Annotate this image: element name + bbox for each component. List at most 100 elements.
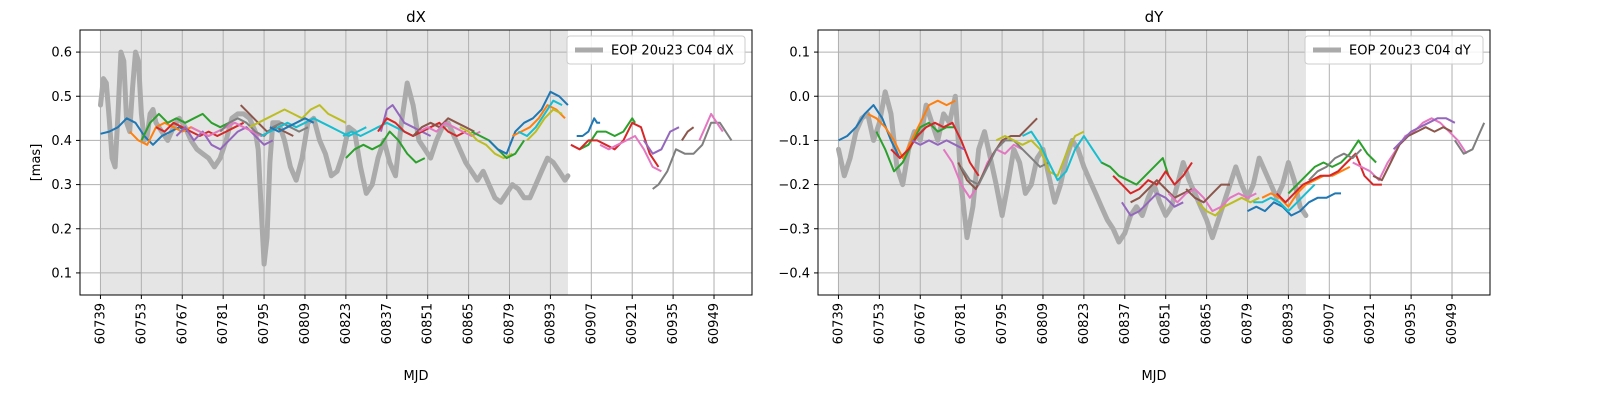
dy-ytick-label-2: −0.2 (778, 178, 810, 193)
dy-series-line-13 (1121, 192, 1184, 217)
dy-xtick-label-10: 60879 (1240, 303, 1255, 344)
dx-series-line-20 (488, 90, 569, 155)
dy-xtick-label-2: 60767 (913, 303, 928, 344)
dy-xtick-label-12: 60907 (1322, 303, 1337, 344)
dy-data (836, 89, 1486, 245)
dy-series-line-27 (1454, 122, 1486, 155)
dy-legend: EOP 20u23 C04 dY (1304, 35, 1484, 65)
dy-xtick-label-11: 60893 (1281, 303, 1296, 344)
dy-series-line-8 (960, 139, 1050, 186)
dx-xtick-label-1: 60753 (134, 303, 149, 344)
dx-y-axis-label: [mas] (29, 144, 44, 182)
dy-panel: 60739 60753 60767 60781 60795 60809 60823 60837… (778, 8, 1491, 384)
dx-series-line-18 (459, 126, 513, 160)
dy-axes-frame (817, 29, 1491, 296)
dx-xtick-label-13: 60921 (625, 303, 640, 344)
dx-series-line-25 (579, 117, 636, 151)
dx-chart-title: dX (406, 8, 426, 26)
dy-ytick-label-1: −0.3 (778, 222, 810, 237)
dy-series-line-18 (1247, 192, 1341, 217)
dx-series-line-11 (269, 117, 315, 133)
dy-xtick-label-1: 60753 (872, 303, 887, 344)
dx-series-line-24 (576, 117, 601, 137)
dx-series-line-10 (260, 117, 367, 137)
dy-xtick-label-4: 60795 (995, 303, 1010, 344)
dx-xtick-label-0: 60739 (93, 303, 108, 344)
dx-xtick-label-8: 60851 (421, 303, 436, 344)
dx-xtick-label-14: 60935 (666, 303, 681, 344)
dx-shaded-region (100, 30, 568, 295)
dx-series-line-22 (517, 99, 563, 137)
dx-legend-label: EOP 20u23 C04 dX (611, 44, 734, 59)
dy-series-line-19 (1253, 183, 1316, 213)
dx-series-line-21 (511, 104, 566, 137)
dy-series-line-12 (1112, 161, 1193, 195)
dy-series-line-20 (1261, 166, 1351, 208)
dx-series-line-16 (412, 117, 475, 137)
dy-xtick-label-9: 60865 (1200, 303, 1215, 344)
dx-series-line-29 (652, 121, 733, 190)
dy-series-line-9 (995, 130, 1085, 177)
dx-ytick-label-1: 0.2 (51, 222, 72, 237)
dy-xtick-label-0: 60739 (831, 303, 846, 344)
dy-xtick-label-8: 60851 (1159, 303, 1174, 344)
dy-xtick-label-14: 60935 (1404, 303, 1419, 344)
dy-series-line-16 (1185, 183, 1230, 204)
dy-legend-box (1304, 35, 1484, 65)
dy-xtick-label-3: 60781 (954, 303, 969, 344)
dy-series-line-3 (875, 121, 956, 173)
dx-series-line-15 (377, 117, 467, 137)
dx-legend: EOP 20u23 C04 dX (566, 35, 746, 65)
dx-legend-box (566, 35, 746, 65)
dx-series-line-23 (526, 108, 563, 142)
dx-series-line-28 (643, 126, 680, 155)
dy-ytick-label-3: −0.1 (778, 134, 810, 149)
dy-series-line-4 (890, 121, 980, 177)
dy-ytick-label-5: 0.1 (789, 46, 810, 61)
dx-series-line-4 (155, 121, 245, 137)
dy-series-line-14 (1130, 179, 1193, 204)
dx-series-line-3 (140, 112, 230, 141)
dx-ytick-label-3: 0.4 (51, 134, 72, 149)
dx-xtick-label-2: 60767 (175, 303, 190, 344)
dy-series-line-15 (1167, 188, 1257, 213)
dx-xtick-label-9: 60865 (462, 303, 477, 344)
dy-series-line-5 (911, 139, 965, 151)
dy-xtick-label-13: 60921 (1363, 303, 1378, 344)
dx-ytick-label-4: 0.5 (51, 90, 72, 105)
dx-series-line-17 (418, 121, 481, 137)
dx-xtick-label-3: 60781 (216, 303, 231, 344)
dx-xtick-label-15: 60949 (707, 303, 722, 344)
dy-legend-label: EOP 20u23 C04 dY (1349, 44, 1471, 59)
dy-series-line-10 (1022, 130, 1111, 182)
dx-xtick-label-11: 60893 (543, 303, 558, 344)
dx-ytick-label-2: 0.3 (51, 178, 72, 193)
dy-series-line-21 (1275, 152, 1382, 204)
dy-series-line-26 (1392, 117, 1456, 150)
dx-series-line-13 (345, 130, 426, 164)
dy-ytick-label-0: −0.4 (778, 266, 810, 281)
dy-series-line-22 (1287, 139, 1377, 195)
dx-ytick-label-5: 0.6 (51, 46, 72, 61)
dx-series-line-30 (681, 126, 695, 141)
dy-ytick-label-4: 0.0 (789, 90, 810, 105)
dx-xtick-label-6: 60823 (339, 303, 354, 344)
dy-series-line-25 (1372, 126, 1453, 182)
dx-x-axis-label: MJD (403, 369, 428, 384)
dx-axes-frame (79, 29, 753, 296)
dx-series-line-9 (249, 104, 347, 129)
dx-series-line-31 (698, 112, 724, 141)
dy-shaded-region (838, 30, 1306, 295)
dx-series-line-8 (219, 117, 309, 137)
dy-xtick-label-15: 60949 (1445, 303, 1460, 344)
dx-panel: 60739 60753 60767 60781 60795 60809 60823 60837… (29, 8, 753, 384)
dy-xtick-label-7: 60837 (1118, 303, 1133, 344)
dy-series-line-17 (1197, 196, 1260, 217)
dx-ytick-label-0: 0.1 (51, 266, 72, 281)
dy-series-line-23 (1308, 148, 1363, 181)
dy-xtick-label-6: 60823 (1077, 303, 1092, 344)
dy-x-axis-label: MJD (1141, 369, 1166, 384)
dx-xtick-label-4: 60795 (257, 303, 272, 344)
dx-series-line-6 (239, 104, 294, 137)
